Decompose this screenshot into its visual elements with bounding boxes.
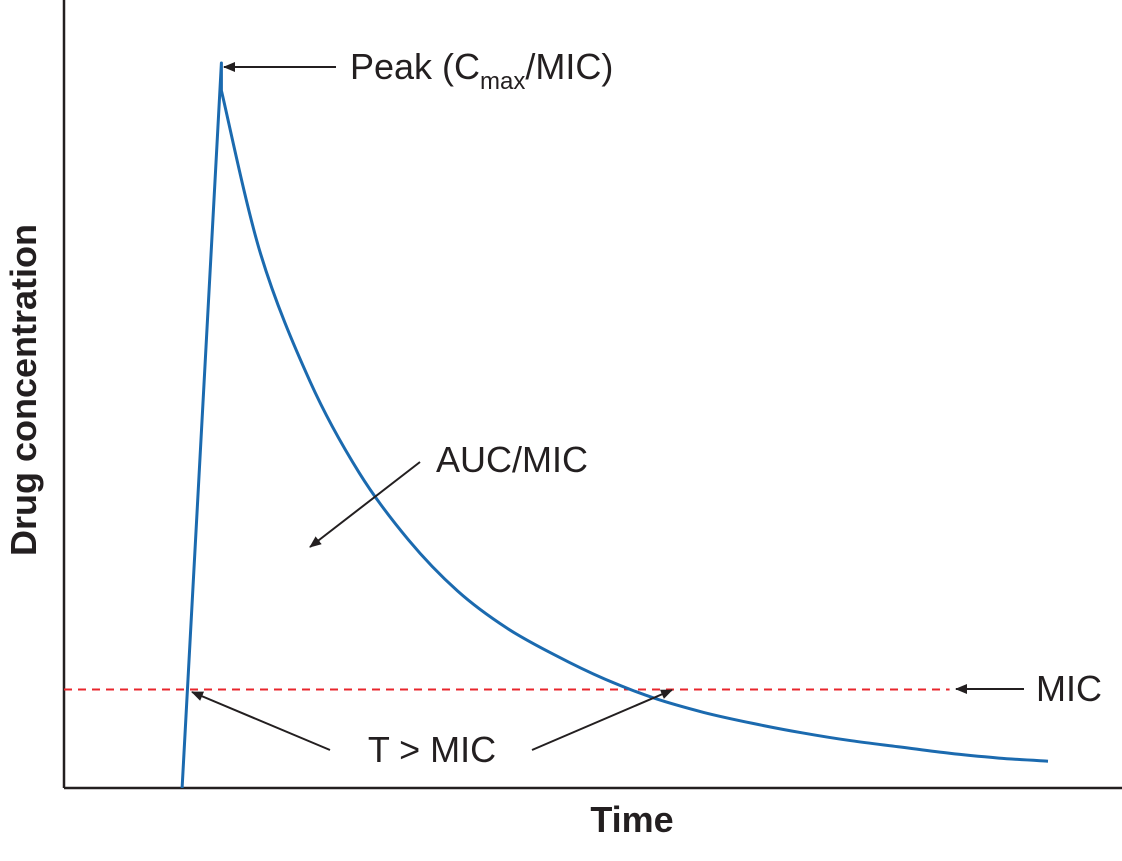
tmic-label: T > MIC (368, 729, 496, 770)
x-axis-title: Time (590, 799, 673, 840)
tmic-right-arrow (531, 689, 673, 751)
tmic-left-arrow (191, 691, 331, 751)
peak-label-suffix: /MIC) (525, 46, 613, 87)
auc-arrow (309, 461, 421, 548)
concentration-curve (180, 61, 1049, 789)
y-axis-title: Drug concentration (3, 224, 44, 556)
peak-label-prefix: Peak (C (350, 46, 480, 87)
auc-label: AUC/MIC (436, 439, 588, 480)
peak-label-subscript: max (480, 68, 525, 95)
peak-label: Peak (Cmax/MIC) (350, 46, 613, 95)
mic-label: MIC (1036, 668, 1102, 709)
